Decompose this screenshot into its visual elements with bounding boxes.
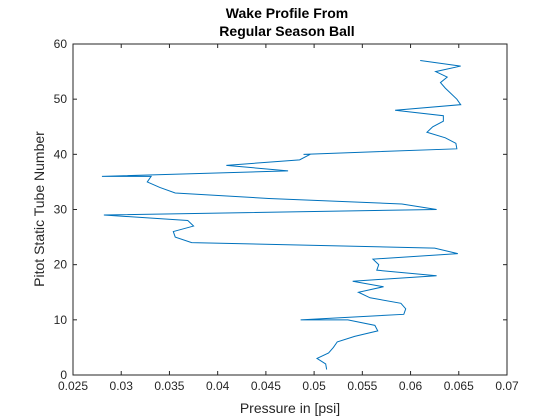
x-axis-ticks: 0.025 0.03 0.035 0.04 0.045 0.05 0.055 0.06 0.06… bbox=[58, 44, 519, 393]
plot-frame bbox=[72, 43, 508, 376]
y-tick-label: 10 bbox=[54, 313, 68, 327]
chart-title-line-2: Regular Season Ball bbox=[219, 23, 354, 39]
chart-title-line-1: Wake Profile From bbox=[226, 5, 348, 21]
plot-area bbox=[73, 44, 507, 375]
y-tick-label: 40 bbox=[54, 147, 68, 161]
x-tick-label: 0.07 bbox=[495, 379, 519, 393]
x-tick-label: 0.045 bbox=[251, 379, 281, 393]
y-tick-label: 20 bbox=[54, 258, 68, 272]
x-tick-label: 0.055 bbox=[347, 379, 377, 393]
x-tick-label: 0.06 bbox=[399, 379, 423, 393]
x-tick-label: 0.065 bbox=[444, 379, 474, 393]
x-tick-label: 0.03 bbox=[110, 379, 134, 393]
y-tick-label: 0 bbox=[60, 368, 67, 382]
series-line bbox=[101, 60, 462, 370]
x-tick-label: 0.05 bbox=[302, 379, 326, 393]
x-tick-label: 0.04 bbox=[206, 379, 230, 393]
y-tick-label: 50 bbox=[54, 92, 68, 106]
x-tick-label: 0.035 bbox=[154, 379, 184, 393]
x-tick-label: 0.025 bbox=[58, 379, 88, 393]
x-axis-label: Pressure in [psi] bbox=[240, 400, 340, 416]
y-tick-label: 30 bbox=[54, 203, 68, 217]
y-axis-ticks: 0 10 20 30 40 50 60 bbox=[54, 37, 507, 382]
y-axis-label: Pitot Static Tube Number bbox=[31, 131, 47, 287]
y-tick-label: 60 bbox=[54, 37, 68, 51]
